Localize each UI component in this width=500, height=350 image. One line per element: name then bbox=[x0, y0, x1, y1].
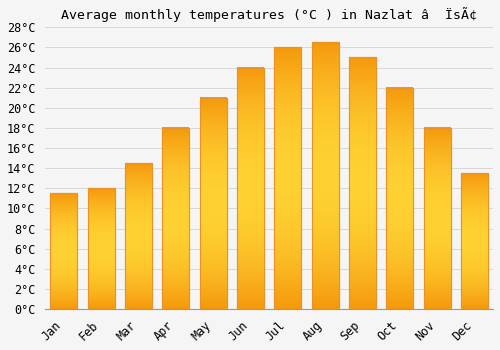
Bar bbox=[237, 68, 264, 309]
Bar bbox=[461, 173, 488, 309]
Bar bbox=[50, 193, 78, 309]
Bar bbox=[461, 173, 488, 309]
Bar bbox=[162, 128, 189, 309]
Bar bbox=[162, 128, 189, 309]
Bar bbox=[386, 88, 413, 309]
Bar bbox=[88, 188, 115, 309]
Bar bbox=[312, 42, 338, 309]
Bar bbox=[125, 163, 152, 309]
Bar bbox=[424, 128, 450, 309]
Bar bbox=[274, 47, 301, 309]
Title: Average monthly temperatures (°C ) in Nazlat â  ÏsÃ¢: Average monthly temperatures (°C ) in Na… bbox=[61, 7, 477, 22]
Bar bbox=[349, 57, 376, 309]
Bar bbox=[125, 163, 152, 309]
Bar bbox=[424, 128, 450, 309]
Bar bbox=[200, 98, 226, 309]
Bar bbox=[312, 42, 338, 309]
Bar bbox=[386, 88, 413, 309]
Bar bbox=[349, 57, 376, 309]
Bar bbox=[237, 68, 264, 309]
Bar bbox=[88, 188, 115, 309]
Bar bbox=[200, 98, 226, 309]
Bar bbox=[274, 47, 301, 309]
Bar bbox=[50, 193, 78, 309]
